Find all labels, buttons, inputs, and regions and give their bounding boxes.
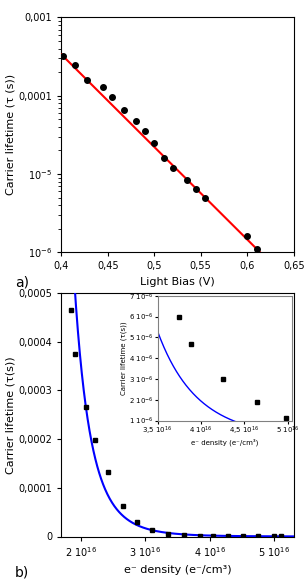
- Y-axis label: Carrier lifetime (τ(s)): Carrier lifetime (τ(s)): [121, 321, 127, 395]
- Y-axis label: Carrier lifetime (τ(s)): Carrier lifetime (τ(s)): [6, 356, 16, 473]
- Y-axis label: Carrier lifetime (τ (s)): Carrier lifetime (τ (s)): [6, 74, 16, 195]
- X-axis label: Light Bias (V): Light Bias (V): [140, 277, 215, 287]
- Text: a): a): [15, 276, 29, 290]
- X-axis label: e⁻ density (e⁻/cm³): e⁻ density (e⁻/cm³): [191, 438, 259, 446]
- X-axis label: e⁻ density (e⁻/cm³): e⁻ density (e⁻/cm³): [124, 565, 231, 575]
- Text: b): b): [15, 566, 29, 580]
